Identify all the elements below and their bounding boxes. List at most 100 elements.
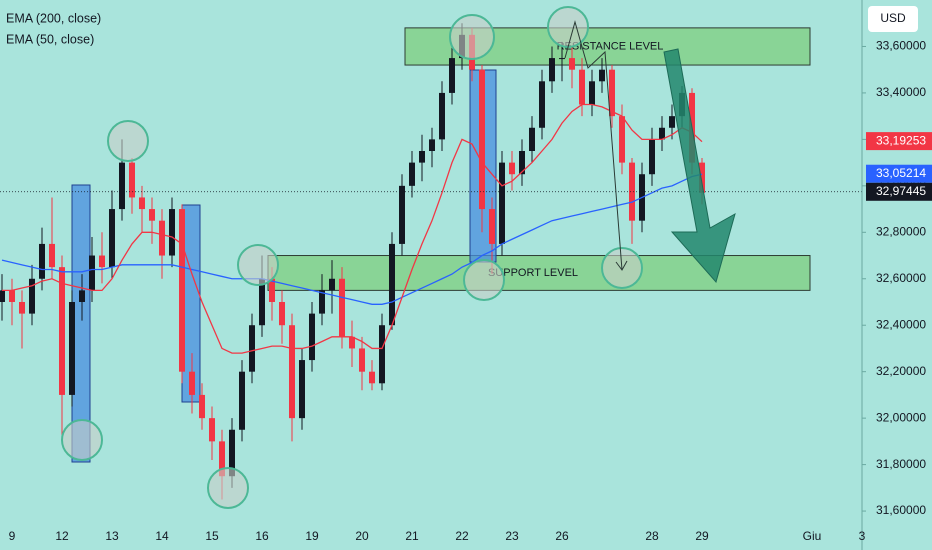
currency[interactable]: USD [880, 11, 906, 25]
path-arrow [564, 20, 623, 271]
highlight-circle [107, 120, 149, 162]
y-tick-label: 33,40000 [876, 85, 926, 99]
x-tick-label: 12 [55, 529, 69, 543]
price-tag [866, 164, 932, 183]
candle-body [119, 162, 125, 210]
candle-body [389, 243, 395, 326]
candle-body [429, 139, 435, 151]
currency-button[interactable] [868, 6, 918, 32]
x-tick-label: 20 [355, 529, 369, 543]
candle-body [609, 69, 615, 117]
highlight-circle [207, 467, 249, 509]
highlight-boxes [71, 69, 497, 463]
candle-body [259, 278, 265, 326]
candle-body [139, 197, 145, 210]
candle-body [569, 58, 575, 70]
candle-body [219, 441, 225, 477]
x-tick-label: 15 [205, 529, 219, 543]
candle-body [589, 81, 595, 105]
highlight-circle [449, 14, 495, 60]
candle-body [179, 209, 185, 372]
candle-body [529, 127, 535, 151]
candle-body [129, 162, 135, 198]
candle-body [209, 418, 215, 442]
candle-body [299, 360, 305, 419]
candle-body [89, 255, 95, 291]
candle-body [479, 69, 485, 210]
legend-label: EMA (200, close) [6, 11, 101, 25]
candle-body [339, 278, 345, 337]
x-tick-label: 3 [859, 529, 866, 543]
zone-label: RESISTANCE LEVEL [557, 40, 664, 52]
y-tick-label: 31,80000 [876, 457, 926, 471]
candle-body [669, 116, 675, 128]
ema-line [2, 103, 703, 354]
price-tag [866, 182, 932, 201]
x-tick-label: 28 [645, 529, 659, 543]
x-tick-label: 16 [255, 529, 269, 543]
candle-body [659, 127, 665, 140]
x-tick-label: 23 [505, 529, 519, 543]
candle-body [49, 243, 55, 268]
price-tag [866, 132, 932, 151]
candle-body [649, 139, 655, 175]
candle-body [509, 162, 515, 175]
y-tick-label: 32,40000 [876, 317, 926, 331]
candle-body [199, 394, 205, 419]
candle-body [409, 162, 415, 186]
candle-body [329, 278, 335, 291]
candle-body [439, 92, 445, 140]
candle-body [619, 116, 625, 163]
candle-body [579, 69, 585, 105]
x-tick-label: Giu [803, 529, 822, 543]
y-tick-label: 33,60000 [876, 39, 926, 53]
y-tick-label: 32,20000 [876, 364, 926, 378]
x-tick-label: 29 [695, 529, 709, 543]
candle-body [379, 325, 385, 384]
y-tick-label: 32,60000 [876, 271, 926, 285]
candle-body [599, 69, 605, 82]
candle-body [159, 220, 165, 256]
candle-body [319, 290, 325, 314]
candle-body [269, 278, 275, 302]
candle-body [309, 313, 315, 361]
candle-body [79, 290, 85, 302]
x-tick-label: 13 [105, 529, 119, 543]
candle-body [149, 209, 155, 221]
arrow-head [615, 260, 628, 271]
candle-body [239, 371, 245, 430]
x-tick-label: 19 [305, 529, 319, 543]
x-tick-label: 21 [405, 529, 419, 543]
x-tick-label: 26 [555, 529, 569, 543]
x-tick-label: 9 [9, 529, 16, 543]
y-tick-label: 31,60000 [876, 503, 926, 517]
x-tick-label: 22 [455, 529, 469, 543]
candle-body [99, 255, 105, 268]
candle-body [29, 278, 35, 314]
candle-body [559, 58, 565, 60]
candle-body [169, 209, 175, 256]
candle-body [109, 209, 115, 268]
highlight-circle [237, 244, 279, 286]
annotations [61, 6, 736, 509]
candle-body [9, 290, 15, 302]
candle-body [39, 243, 45, 279]
x-tick-label: 14 [155, 529, 169, 543]
candle-body [519, 150, 525, 175]
price-tag-label: 32,97445 [876, 184, 926, 198]
y-tick-label: 32,00000 [876, 410, 926, 424]
highlight-circle [61, 419, 103, 461]
candle-body [419, 150, 425, 163]
candle-body [399, 185, 405, 244]
y-tick-label: 32,80000 [876, 224, 926, 238]
candle-body [539, 81, 545, 128]
candle-body [489, 209, 495, 244]
candle-body [549, 58, 555, 82]
price-axis: 31,60000 31,80000 32,00000 32,20000 32,40000… [9, 0, 932, 550]
zone-label: SUPPORT LEVEL [488, 267, 578, 279]
candle-body [629, 162, 635, 221]
price-tag-label: 33,05214 [876, 166, 926, 180]
price-tag-label: 33,19253 [876, 133, 926, 147]
candle-body [449, 58, 455, 93]
